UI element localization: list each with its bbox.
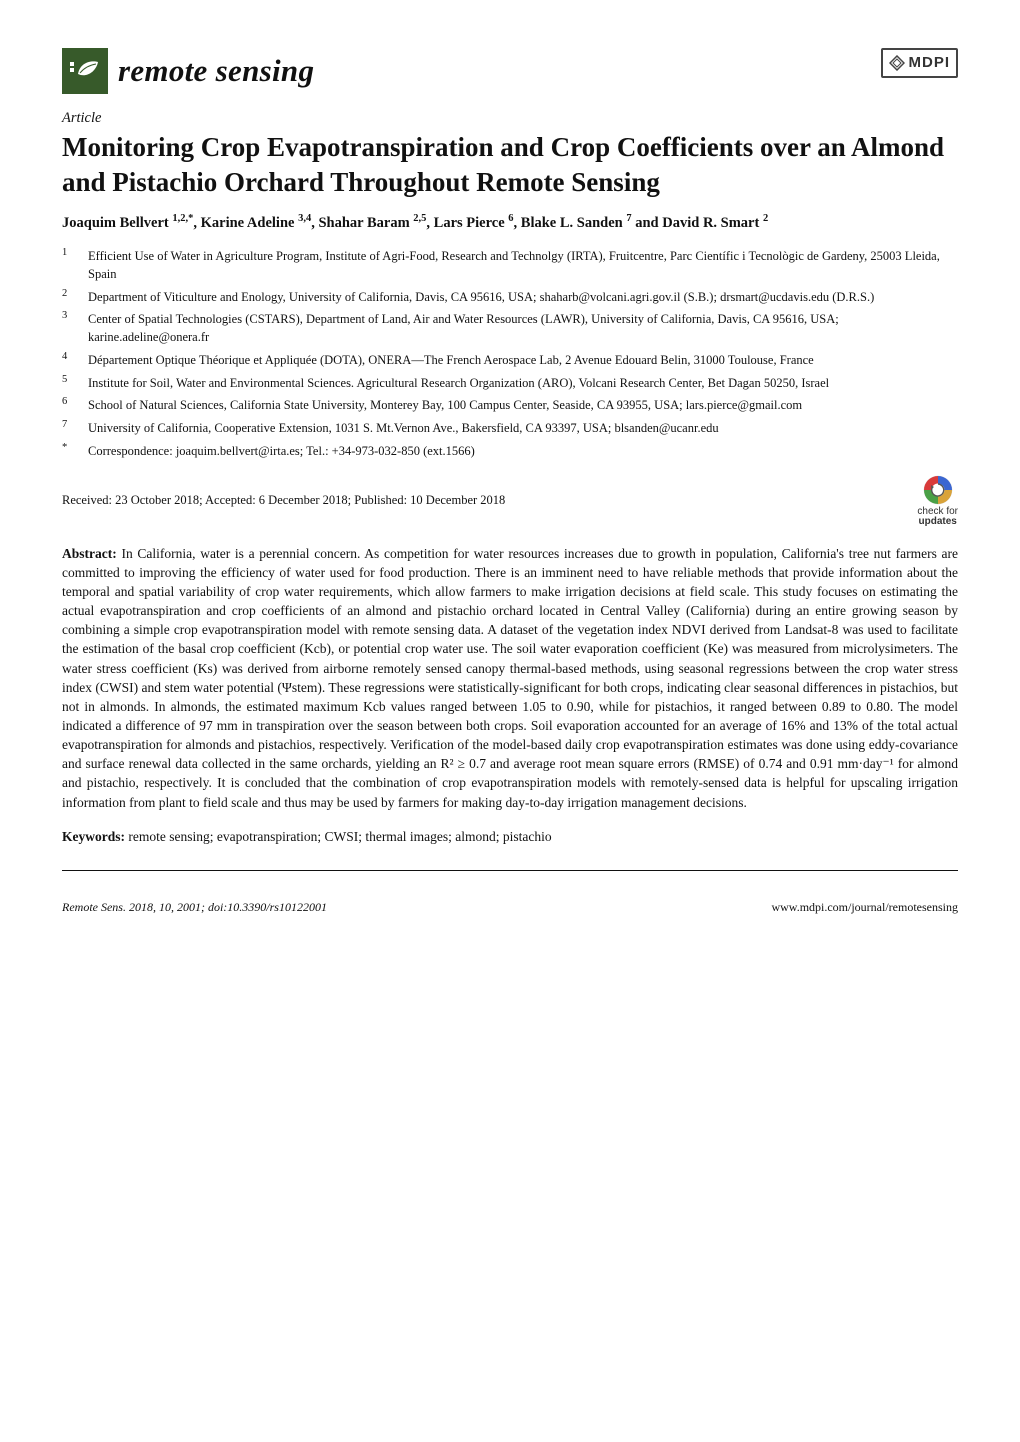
page-footer: Remote Sens. 2018, 10, 2001; doi:10.3390… <box>62 899 958 916</box>
author: Karine Adeline 3,4 <box>201 215 312 231</box>
abstract-label: Abstract: <box>62 546 117 561</box>
authors-line: Joaquim Bellvert 1,2,*, Karine Adeline 3… <box>62 213 958 234</box>
check-updates-icon <box>923 475 953 505</box>
author: Lars Pierce 6 <box>434 215 514 231</box>
publisher-name: MDPI <box>909 53 951 74</box>
author: Shahar Baram 2,5 <box>318 215 426 231</box>
article-dates: Received: 23 October 2018; Accepted: 6 D… <box>62 492 505 509</box>
journal-name: remote sensing <box>118 50 314 93</box>
affiliation: 2Department of Viticulture and Enology, … <box>62 289 958 307</box>
affiliation: 3Center of Spatial Technologies (CSTARS)… <box>62 311 958 347</box>
check-for-updates-link[interactable]: check for updates <box>917 475 958 528</box>
keywords-label: Keywords: <box>62 829 125 844</box>
mdpi-mark-icon <box>889 55 905 71</box>
author: Blake L. Sanden 7 <box>521 215 632 231</box>
correspondence: *Correspondence: joaquim.bellvert@irta.e… <box>62 443 958 461</box>
affiliations-list: 1Efficient Use of Water in Agriculture P… <box>62 248 958 461</box>
dates-row: Received: 23 October 2018; Accepted: 6 D… <box>62 475 958 528</box>
affiliation: 6School of Natural Sciences, California … <box>62 397 958 415</box>
footer-citation: Remote Sens. 2018, 10, 2001; doi:10.3390… <box>62 899 327 916</box>
keywords-text: remote sensing; evapotranspiration; CWSI… <box>128 829 551 844</box>
affiliation: 7University of California, Cooperative E… <box>62 420 958 438</box>
abstract: Abstract: In California, water is a pere… <box>62 544 958 812</box>
author: Joaquim Bellvert 1,2,* <box>62 215 193 231</box>
keywords: Keywords: remote sensing; evapotranspira… <box>62 828 958 847</box>
abstract-text: In California, water is a perennial conc… <box>62 546 958 810</box>
footer-journal-link[interactable]: www.mdpi.com/journal/remotesensing <box>771 899 958 916</box>
affiliation: 1Efficient Use of Water in Agriculture P… <box>62 248 958 284</box>
affiliation: 4Département Optique Théorique et Appliq… <box>62 352 958 370</box>
affiliation: 5Institute for Soil, Water and Environme… <box>62 375 958 393</box>
author: David R. Smart 2 <box>662 215 768 231</box>
page-header: remote sensing MDPI <box>62 48 958 94</box>
check-updates-line2: updates <box>919 517 957 528</box>
article-type-label: Article <box>62 108 958 128</box>
publisher-logo: MDPI <box>881 48 959 78</box>
keywords-rule <box>62 870 958 871</box>
article-title: Monitoring Crop Evapotranspiration and C… <box>62 130 958 199</box>
journal-brand: remote sensing <box>62 48 314 94</box>
journal-logo-icon <box>62 48 108 94</box>
